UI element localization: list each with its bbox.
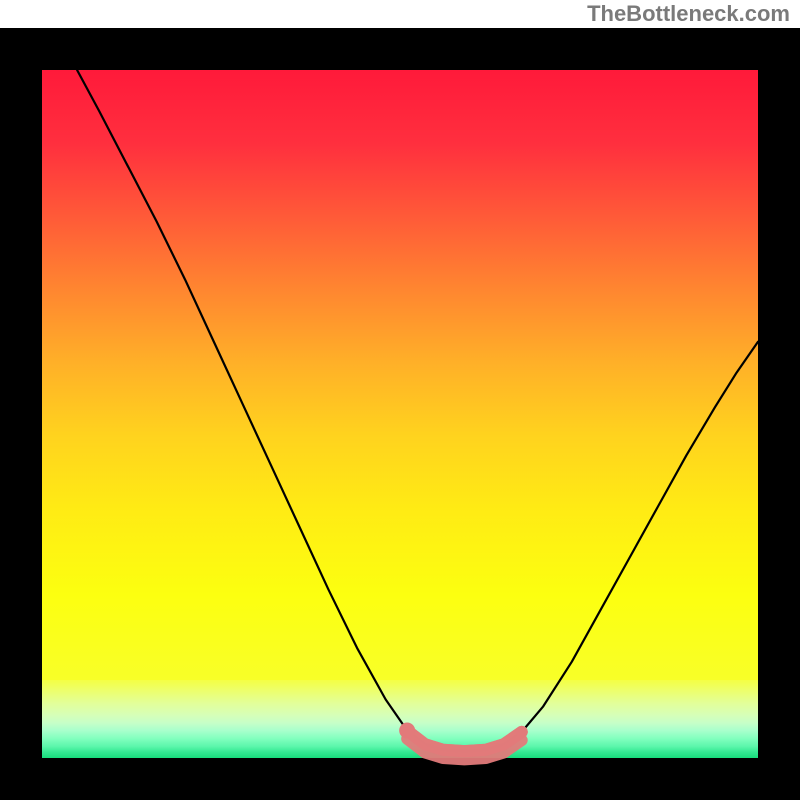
- bottleneck-chart: [0, 28, 800, 800]
- watermark-text: TheBottleneck.com: [577, 0, 800, 28]
- stage: TheBottleneck.com: [0, 0, 800, 800]
- plot-frame: [0, 28, 800, 800]
